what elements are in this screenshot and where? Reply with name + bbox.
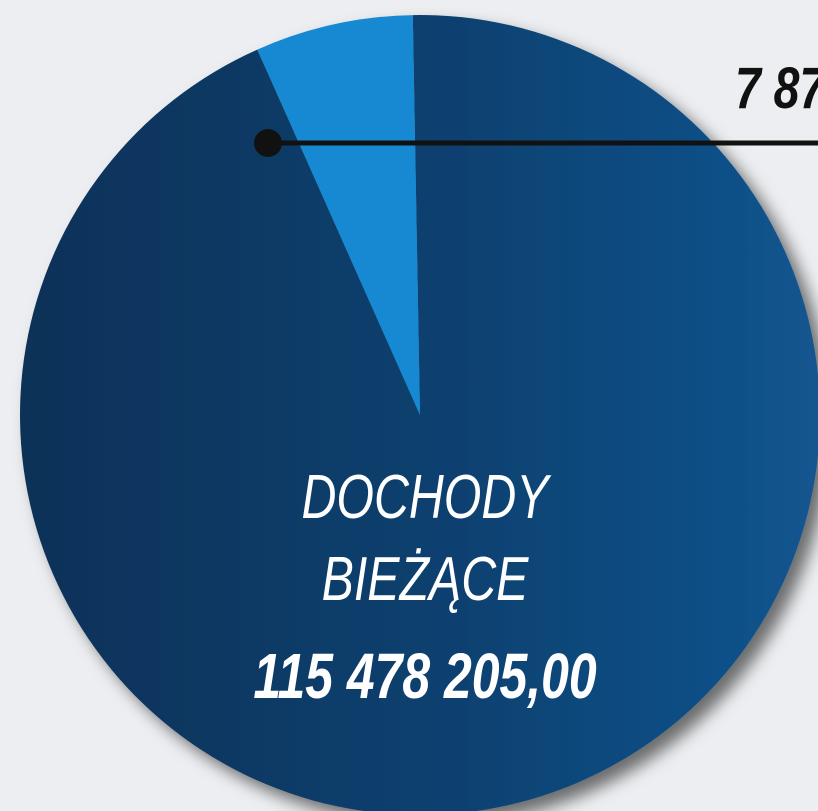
annotation: 7 87 (735, 56, 818, 121)
pie-slice (20, 15, 818, 811)
labels: DOCHODY BIEŻĄCE 115 478 205,00 7 87 (253, 56, 818, 712)
slice-label: DOCHODY BIEŻĄCE (301, 462, 552, 613)
pie (20, 15, 818, 811)
pie-slice (257, 15, 420, 416)
leader-dot (254, 129, 282, 157)
value-label: 115 478 205,00 (253, 641, 596, 712)
